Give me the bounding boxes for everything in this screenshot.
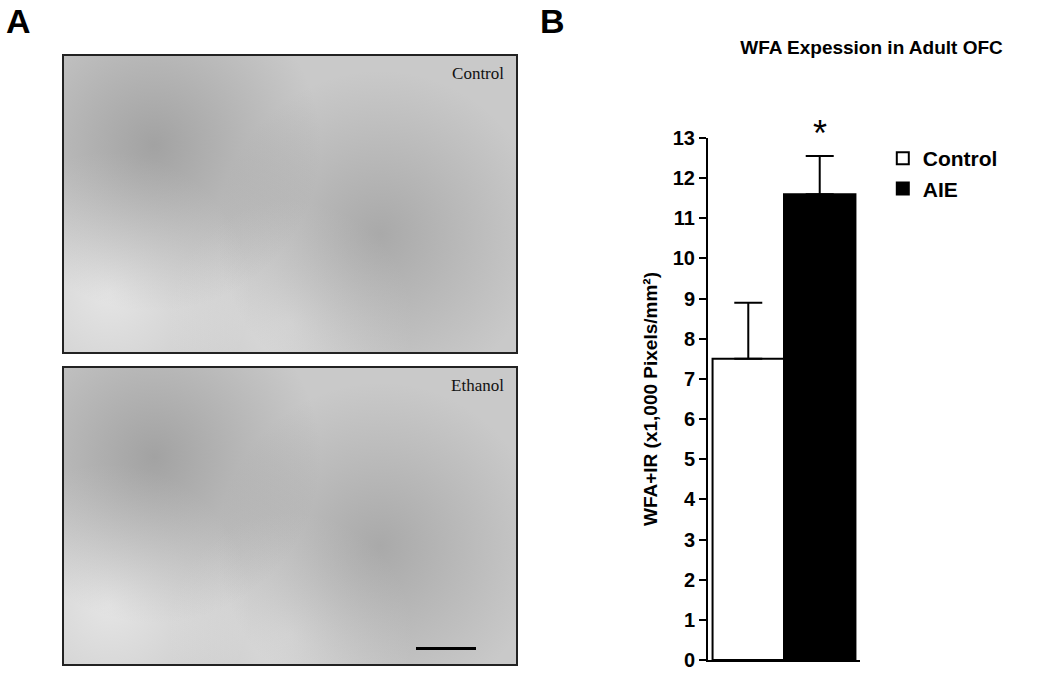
svg-text:7: 7	[684, 368, 695, 390]
svg-text:0: 0	[684, 649, 695, 671]
svg-text:8: 8	[684, 328, 695, 350]
html-text:Ethanol: Ethanol	[451, 376, 504, 395]
svg-text:5: 5	[684, 448, 695, 470]
svg-text:13: 13	[673, 127, 695, 149]
svg-text:10: 10	[673, 247, 695, 269]
svg-text:4: 4	[684, 488, 696, 510]
svg-text:2: 2	[684, 569, 695, 591]
svg-text:WFA+IR (x1,000 Pixels/mm²): WFA+IR (x1,000 Pixels/mm²)	[640, 272, 661, 526]
svg-text:6: 6	[684, 408, 695, 430]
svg-text:AIE: AIE	[923, 178, 958, 201]
svg-text:WFA Expession in Adult OFC: WFA Expession in Adult OFC	[740, 37, 1003, 58]
svg-text:9: 9	[684, 288, 695, 310]
svg-text:11: 11	[674, 207, 695, 229]
svg-text:1: 1	[684, 609, 695, 631]
svg-text:*: *	[813, 113, 827, 154]
svg-text:12: 12	[673, 167, 695, 189]
html-text:A: A	[6, 2, 31, 40]
svg-text:3: 3	[684, 529, 695, 551]
html-text:Control: Control	[452, 64, 504, 83]
svg-text:Control: Control	[923, 147, 998, 170]
html-text:B: B	[540, 2, 565, 40]
